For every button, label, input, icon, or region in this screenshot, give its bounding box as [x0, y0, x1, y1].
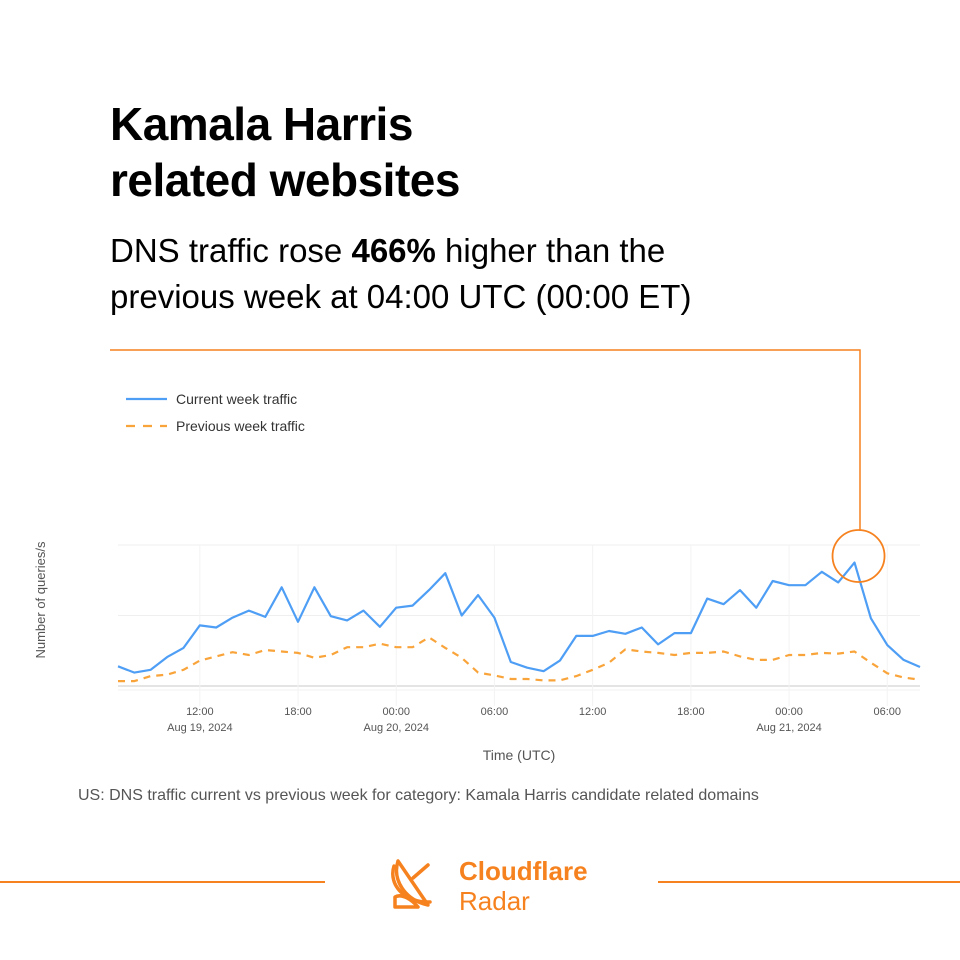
- x-tick-label: 00:00: [775, 706, 803, 718]
- annotation-connector-line: [110, 349, 861, 531]
- subtitle-post: higher than the: [435, 232, 666, 269]
- x-tick-label: 00:00: [382, 706, 410, 718]
- x-tick-date-label: Aug 21, 2024: [756, 722, 821, 734]
- x-tick-label: 06:00: [873, 706, 901, 718]
- title-line-2: related websites: [110, 154, 460, 206]
- x-tick-label: 18:00: [677, 706, 705, 718]
- legend-label: Previous week traffic: [176, 418, 305, 434]
- legend-label: Current week traffic: [176, 391, 297, 407]
- title-line-1: Kamala Harris: [110, 98, 413, 150]
- subtitle-pre: DNS traffic rose: [110, 232, 352, 269]
- x-tick-label: 18:00: [284, 706, 312, 718]
- x-tick-date-label: Aug 19, 2024: [167, 722, 232, 734]
- page-title: Kamala Harris related websites: [110, 96, 460, 208]
- subtitle-highlight: 466%: [351, 232, 436, 269]
- y-axis-label: Number of queries/s: [33, 541, 48, 659]
- logo-product: Radar: [459, 886, 530, 916]
- logo: Cloudflare Radar: [459, 856, 588, 916]
- x-tick-date-label: Aug 20, 2024: [364, 722, 429, 734]
- x-tick-label: 12:00: [186, 706, 214, 718]
- logo-name: Cloudflare: [459, 856, 588, 886]
- series-previous-week-line: [118, 636, 921, 683]
- x-tick-label: 06:00: [481, 706, 509, 718]
- satellite-dish-icon: [391, 859, 432, 909]
- subtitle-line-2: previous week at 04:00 UTC (00:00 ET): [110, 278, 692, 315]
- x-axis-label: Time (UTC): [483, 747, 556, 763]
- annotation-circle: [831, 529, 886, 583]
- x-tick-label: 12:00: [579, 706, 607, 718]
- chart-caption: US: DNS traffic current vs previous week…: [78, 787, 759, 804]
- subtitle: DNS traffic rose 466% higher than the pr…: [110, 228, 691, 320]
- series-current-week-line: [117, 561, 921, 674]
